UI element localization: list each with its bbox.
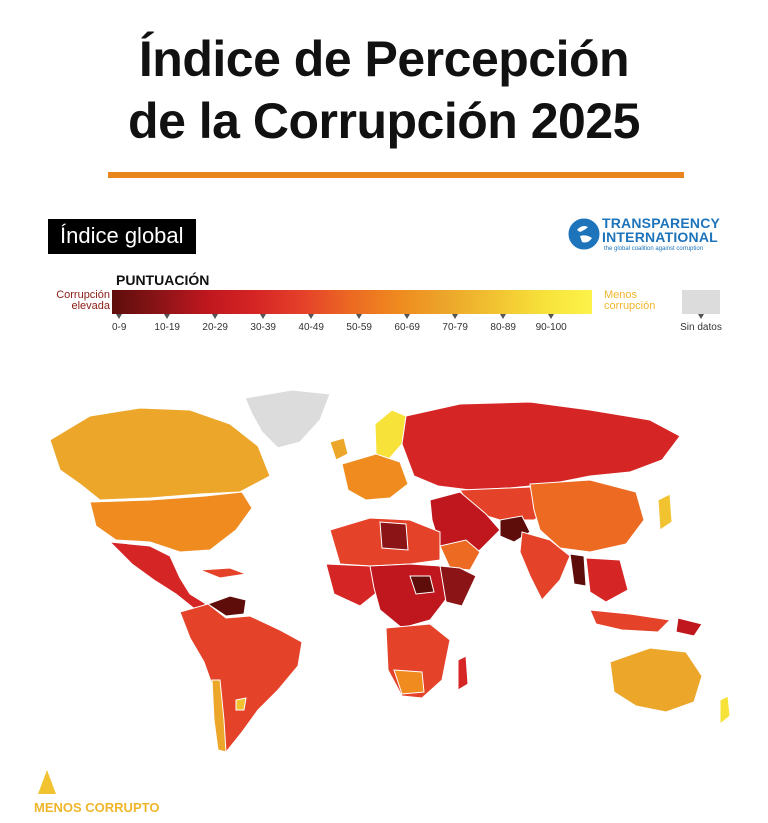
legend-tick: [116, 314, 123, 319]
region-uruguay: [235, 697, 247, 711]
legend-right-line-2: corrupción: [604, 300, 656, 312]
region-greenland: [244, 389, 331, 449]
region-japan: [657, 493, 673, 531]
region-south-sudan: [409, 575, 435, 595]
legend-range-label: 80-89: [490, 322, 516, 333]
legend-tick: [260, 314, 267, 319]
legend-tick: [164, 314, 171, 319]
region-australia: [609, 647, 703, 713]
region-venezuela: [206, 595, 247, 617]
legend-range-label: 70-79: [442, 322, 468, 333]
region-myanmar: [569, 553, 587, 587]
region-western-europe: [341, 453, 409, 501]
legend-range-label: 60-69: [394, 322, 420, 333]
title-line-1: Índice de Percepción: [138, 31, 630, 87]
legend-tick: [404, 314, 411, 319]
legend-tick: [500, 314, 507, 319]
region-madagascar: [457, 655, 469, 691]
legend-left-line-2: elevada: [71, 300, 110, 312]
region-new-zealand: [719, 695, 731, 726]
legend-range-label: 90-100: [535, 322, 567, 333]
region-indonesia: [589, 609, 672, 633]
logo-tagline: the global coalition against corruption: [604, 246, 704, 252]
region-papua-new-guinea: [675, 617, 703, 637]
region-chile: [211, 679, 227, 753]
region-india: [519, 531, 571, 601]
globe-icon: [568, 218, 600, 250]
legend-range-label: 0-9: [111, 322, 127, 333]
title-underline: [108, 172, 684, 178]
region-horn-of-africa: [439, 565, 477, 607]
region-botswana-namibia: [393, 669, 425, 695]
legend-range-label: 10-19: [154, 322, 180, 333]
logo-line-1: TRANSPARENCY: [602, 215, 721, 231]
region-mexico: [108, 541, 207, 611]
legend-tick: [356, 314, 363, 319]
legend-left-line-1: Corrupción: [56, 289, 110, 301]
logo-wordmark: TRANSPARENCY INTERNATIONAL: [602, 216, 720, 244]
region-caribbean: [199, 567, 248, 579]
world-map: [49, 389, 731, 754]
global-index-label: Índice global: [48, 219, 196, 254]
region-central-africa: [369, 563, 451, 629]
less-corrupt-label: MENOS CORRUPTO: [34, 800, 160, 815]
legend-range-label: 20-29: [202, 322, 228, 333]
region-southeast-asia: [585, 557, 629, 603]
logo-line-2: INTERNATIONAL: [602, 229, 718, 245]
legend-range-label: 30-39: [250, 322, 276, 333]
region-russia: [401, 401, 681, 491]
title-line-2: de la Corrupción 2025: [128, 93, 640, 149]
legend-tick: [698, 314, 704, 319]
legend-range-label: 50-59: [346, 322, 372, 333]
no-data-label: Sin datos: [680, 322, 722, 333]
region-middle-east: [429, 491, 501, 561]
legend-color-scale: [112, 290, 592, 314]
legend-tick: [548, 314, 555, 319]
region-scandinavia: [374, 409, 407, 461]
legend-tick: [308, 314, 315, 319]
legend-heading: PUNTUACIÓN: [116, 272, 210, 288]
region-usa: [89, 491, 253, 553]
region-iceland-uk: [329, 437, 349, 461]
no-data-swatch: [682, 290, 720, 314]
region-canada: [49, 407, 271, 501]
legend-low-corruption-label: Menos corrupción: [604, 290, 674, 312]
transparency-international-logo: TRANSPARENCY INTERNATIONAL the global co…: [568, 214, 738, 258]
legend-tick: [452, 314, 459, 319]
region-saudi-arabia: [439, 539, 481, 571]
region-south-america: [179, 603, 303, 754]
region-west-africa: [325, 563, 381, 607]
region-china: [529, 479, 645, 553]
arrow-up-icon: [38, 770, 56, 794]
legend-tick: [212, 314, 219, 319]
legend-high-corruption-label: Corrupción elevada: [40, 290, 110, 312]
legend-range-label: 40-49: [298, 322, 324, 333]
page-title: Índice de Percepción de la Corrupción 20…: [0, 28, 768, 152]
region-libya: [379, 521, 409, 551]
legend-right-line-1: Menos: [604, 289, 638, 301]
